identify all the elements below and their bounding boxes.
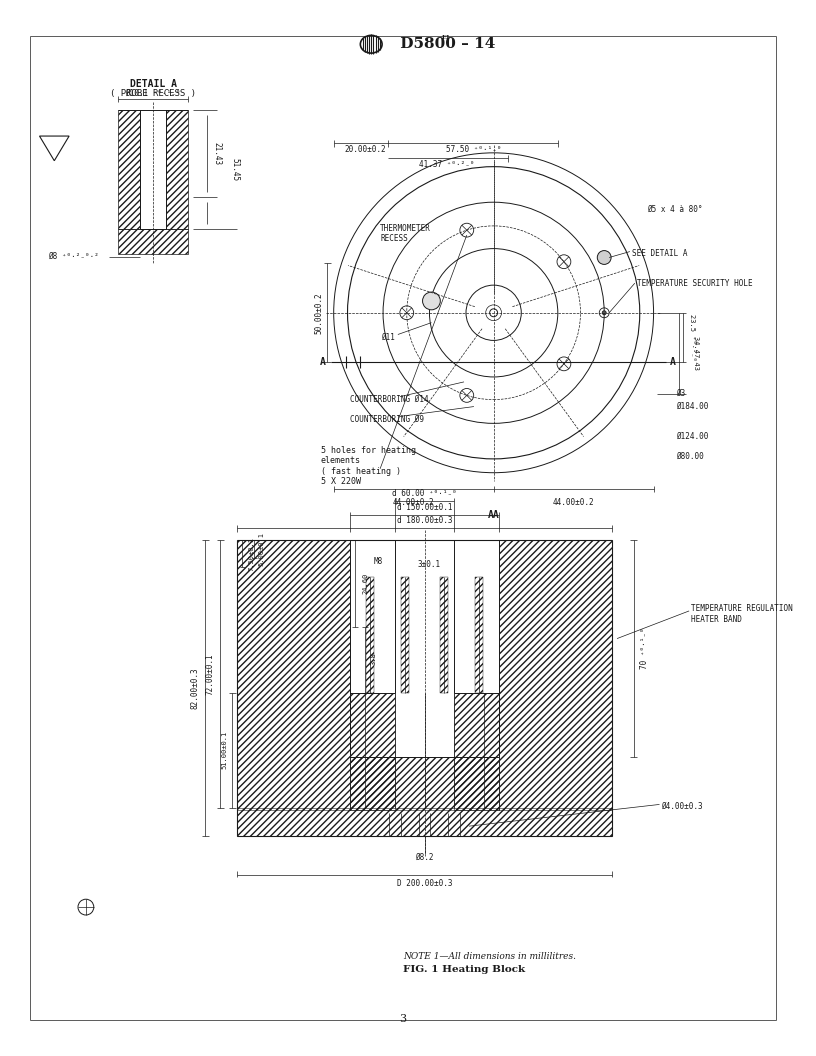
Text: Ø5 x 4 à 80°: Ø5 x 4 à 80° bbox=[646, 205, 702, 213]
Text: A: A bbox=[669, 357, 676, 367]
Text: 20.00±0.2: 20.00±0.2 bbox=[344, 146, 386, 154]
Text: 3: 3 bbox=[399, 1014, 406, 1023]
Text: D 200.00±0.3: D 200.00±0.3 bbox=[397, 879, 452, 888]
Text: THERMOMETER
RECESS: THERMOMETER RECESS bbox=[380, 224, 431, 244]
Bar bbox=[118, 229, 188, 253]
Text: Ø184.00: Ø184.00 bbox=[676, 402, 708, 411]
Text: 51.00±0.1: 51.00±0.1 bbox=[221, 731, 227, 769]
Text: 50.00±0.2: 50.00±0.2 bbox=[315, 291, 324, 334]
Text: D5800 – 14: D5800 – 14 bbox=[395, 37, 495, 52]
Text: Ø80.00: Ø80.00 bbox=[676, 451, 704, 460]
Circle shape bbox=[423, 293, 441, 309]
Text: A: A bbox=[320, 357, 326, 367]
Bar bbox=[499, 540, 612, 810]
Text: 23.5 ⁺⁰⋅¹₋⁰: 23.5 ⁺⁰⋅¹₋⁰ bbox=[690, 314, 695, 361]
Text: TEMPERATURE SECURITY HOLE: TEMPERATURE SECURITY HOLE bbox=[636, 279, 752, 287]
Text: 41.37 ⁺⁰⋅²₋⁰: 41.37 ⁺⁰⋅²₋⁰ bbox=[419, 161, 475, 169]
Text: 7.50±0.1: 7.50±0.1 bbox=[249, 536, 255, 570]
Bar bbox=[441, 578, 448, 693]
Text: 57.50 ⁺⁰⋅¹₋⁰: 57.50 ⁺⁰⋅¹₋⁰ bbox=[446, 146, 502, 154]
Text: 5.00±0.1: 5.00±0.1 bbox=[259, 532, 264, 566]
Text: d 60.00 ⁺⁰⋅¹₋⁰: d 60.00 ⁺⁰⋅¹₋⁰ bbox=[392, 489, 457, 498]
Text: AA: AA bbox=[488, 510, 499, 521]
Text: 21.43: 21.43 bbox=[212, 143, 221, 166]
Text: 72.00±0.1: 72.00±0.1 bbox=[206, 654, 215, 695]
Text: 51.45: 51.45 bbox=[230, 158, 239, 182]
Text: 82.00±0.3: 82.00±0.3 bbox=[190, 667, 199, 709]
Text: 70 ⁺⁰⋅¹₋⁰: 70 ⁺⁰⋅¹₋⁰ bbox=[640, 627, 649, 670]
Bar bbox=[455, 693, 499, 810]
Text: Ø11: Ø11 bbox=[381, 333, 395, 342]
Bar bbox=[366, 578, 375, 693]
Circle shape bbox=[602, 310, 606, 315]
Text: 5 holes for heating
elements
( fast heating )
5 X 220W: 5 holes for heating elements ( fast heat… bbox=[321, 446, 416, 486]
Text: 3±0.1: 3±0.1 bbox=[418, 560, 441, 569]
Text: Ø8.2: Ø8.2 bbox=[415, 853, 434, 863]
Text: 44.00±0.2: 44.00±0.2 bbox=[392, 497, 434, 507]
Text: 34.47 43: 34.47 43 bbox=[693, 336, 699, 371]
Bar bbox=[237, 809, 612, 836]
Text: M8: M8 bbox=[373, 558, 383, 566]
Text: Ø3: Ø3 bbox=[676, 390, 685, 398]
Text: FIG. 1 Heating Block: FIG. 1 Heating Block bbox=[403, 965, 525, 974]
Text: ᴱ¹: ᴱ¹ bbox=[441, 35, 450, 43]
Text: DETAIL A: DETAIL A bbox=[130, 79, 176, 89]
Text: TEMPERATURE REGULATION
HEATER BAND: TEMPERATURE REGULATION HEATER BAND bbox=[691, 604, 793, 624]
Text: d 150.00±0.1: d 150.00±0.1 bbox=[397, 503, 452, 512]
Text: Ø124.00: Ø124.00 bbox=[676, 432, 708, 440]
Text: Ø10.1 ⁺⁰⋅¹₋⁰: Ø10.1 ⁺⁰⋅¹₋⁰ bbox=[126, 89, 181, 98]
Text: COUNTERBORING Ø14: COUNTERBORING Ø14 bbox=[351, 395, 429, 404]
Bar bbox=[401, 578, 409, 693]
Text: NOTE 1—All dimensions in millilitres.: NOTE 1—All dimensions in millilitres. bbox=[403, 951, 576, 961]
Text: Ø4.00±0.3: Ø4.00±0.3 bbox=[662, 802, 703, 811]
Bar bbox=[237, 540, 351, 810]
Bar bbox=[118, 111, 140, 229]
Text: d 180.00±0.3: d 180.00±0.3 bbox=[397, 515, 452, 525]
Bar bbox=[351, 693, 395, 810]
Bar bbox=[475, 578, 483, 693]
Bar bbox=[351, 757, 499, 810]
Text: ( PROBE RECESS ): ( PROBE RECESS ) bbox=[110, 89, 196, 98]
Text: Ø8 ⁺⁰⋅²₋⁰⋅²: Ø8 ⁺⁰⋅²₋⁰⋅² bbox=[48, 252, 99, 261]
Text: 3.8: 3.8 bbox=[370, 652, 376, 664]
Circle shape bbox=[597, 250, 611, 264]
Text: COUNTERBORING Ø9: COUNTERBORING Ø9 bbox=[351, 415, 424, 423]
Text: 44.00±0.2: 44.00±0.2 bbox=[552, 497, 594, 507]
Text: SEE DETAIL A: SEE DETAIL A bbox=[632, 249, 687, 258]
Text: 24.60: 24.60 bbox=[362, 572, 368, 593]
Bar bbox=[166, 111, 188, 229]
